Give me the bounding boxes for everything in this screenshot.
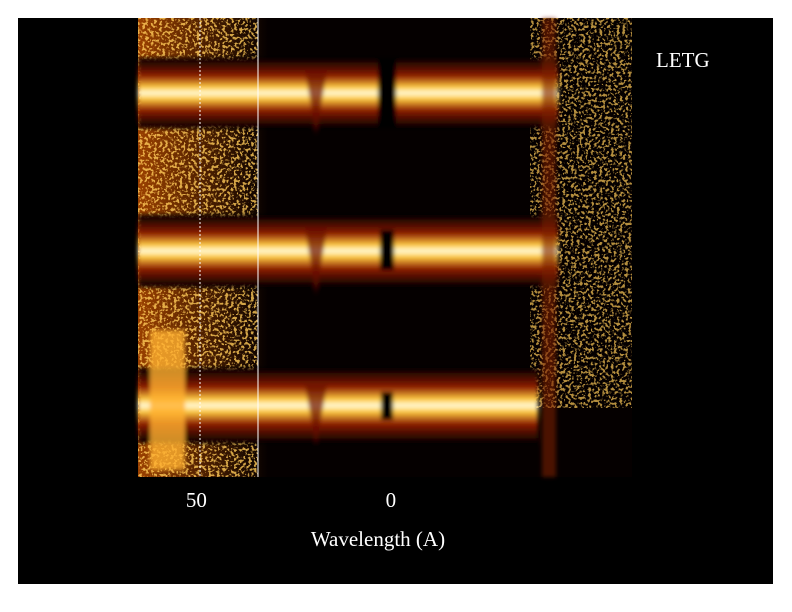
x-axis-label: Wavelength (A) xyxy=(311,527,445,551)
x-tick-label: 50 xyxy=(186,488,207,512)
annotation: LETG xyxy=(656,48,710,72)
x-tick-label: 0 xyxy=(386,488,397,512)
spectral-image xyxy=(138,18,773,477)
